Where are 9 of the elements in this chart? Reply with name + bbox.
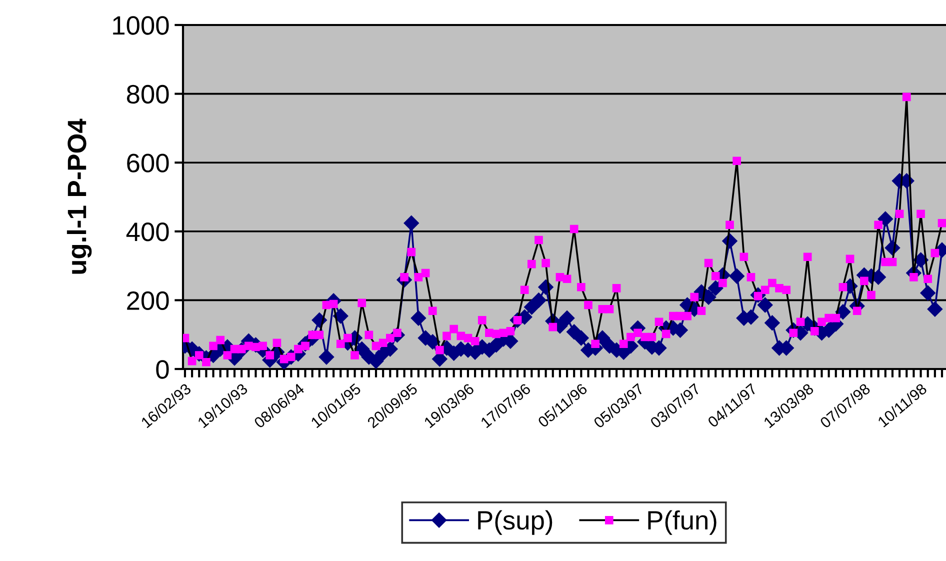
y-tick-label: 1000 [113,16,169,35]
y-tick-label: 800 [126,84,169,104]
y-tick-label: 600 [127,154,169,172]
y-tick-label: 0 [156,360,169,379]
y-axis-title: ug.l-1 P-PO4 [66,118,92,274]
legend-label: P(sup) [478,510,552,535]
legend-label: P(fun) [648,510,716,535]
y-tick-label: 200 [127,291,169,310]
y-tick-label: 400 [126,222,169,242]
